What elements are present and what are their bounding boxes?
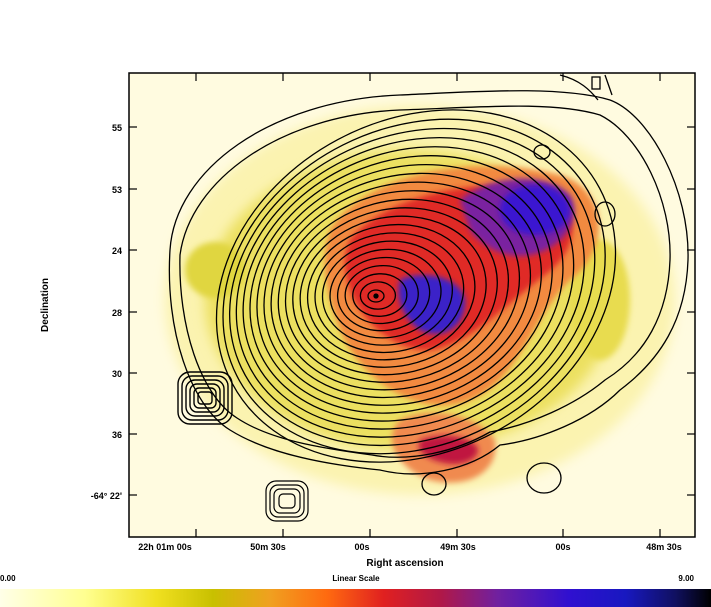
colorbar-scale-label: Linear Scale bbox=[332, 574, 380, 583]
colorbar-max-label: 9.00 bbox=[678, 574, 694, 583]
y-tick-label: -64° 22' bbox=[91, 491, 122, 501]
contour-level bbox=[270, 181, 532, 399]
x-tick-label: 22h 01m 00s bbox=[138, 542, 192, 552]
contour-level bbox=[321, 240, 453, 346]
contour-level bbox=[235, 137, 585, 438]
plot-frame bbox=[128, 72, 696, 538]
contour-level bbox=[306, 223, 476, 361]
x-tick-label: 48m 30s bbox=[646, 542, 682, 552]
contour-level bbox=[352, 273, 408, 317]
nucleus-peak bbox=[373, 293, 379, 299]
x-axis-title: Right ascension bbox=[366, 558, 443, 569]
contour-level bbox=[249, 155, 564, 422]
contour-level bbox=[256, 163, 553, 414]
y-axis-title: Declination bbox=[40, 278, 51, 332]
contour-level bbox=[314, 232, 465, 354]
colorbar-min-label: 0.00 bbox=[0, 574, 16, 583]
contour-level bbox=[344, 265, 419, 325]
point-source-west bbox=[177, 371, 233, 425]
y-tick-label: 30 bbox=[112, 369, 122, 379]
contour-level bbox=[228, 127, 596, 447]
contour-level bbox=[242, 146, 575, 430]
contour-level bbox=[284, 198, 510, 383]
contour-lines bbox=[215, 109, 617, 463]
x-tick-label: 00s bbox=[354, 542, 369, 552]
contour-level bbox=[263, 172, 542, 406]
heatmap-yellow-west bbox=[185, 242, 245, 298]
point-source-south bbox=[265, 480, 309, 522]
y-tick-label: 55 bbox=[112, 123, 122, 133]
contour-level bbox=[359, 281, 397, 310]
contour-level bbox=[299, 215, 487, 368]
contour-level bbox=[336, 256, 431, 332]
colorbar bbox=[0, 589, 711, 607]
contour-level bbox=[329, 248, 442, 339]
x-tick-label: 00s bbox=[555, 542, 570, 552]
x-tick-label: 50m 30s bbox=[250, 542, 286, 552]
y-tick-label: 24 bbox=[112, 246, 122, 256]
contour-level bbox=[367, 289, 385, 303]
x-ticks bbox=[195, 73, 661, 537]
contour-level bbox=[292, 207, 498, 376]
x-tick-label: 49m 30s bbox=[440, 542, 476, 552]
y-tick-label: 36 bbox=[112, 430, 122, 440]
y-tick-label: 28 bbox=[112, 308, 122, 318]
contour-outer bbox=[168, 74, 689, 496]
contour-level bbox=[277, 190, 521, 391]
y-ticks bbox=[129, 126, 695, 496]
contour-level bbox=[222, 118, 606, 455]
y-tick-label: 53 bbox=[112, 185, 122, 195]
